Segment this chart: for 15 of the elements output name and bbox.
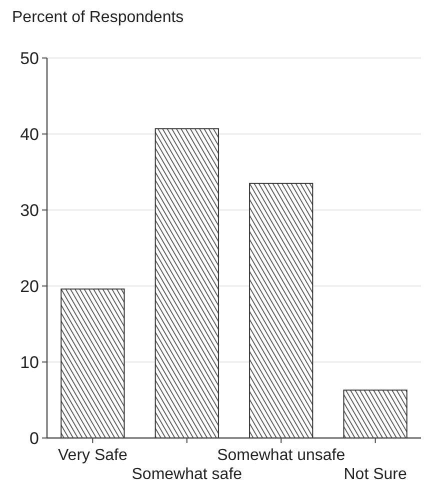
x-tick-label: Somewhat unsafe — [217, 447, 346, 464]
y-tick-label: 30 — [20, 200, 39, 220]
bar — [343, 390, 408, 438]
bar — [249, 182, 314, 438]
y-tick-label: 20 — [20, 276, 39, 296]
y-tick-label: 50 — [20, 48, 39, 68]
y-axis-title: Percent of Respondents — [12, 9, 184, 26]
x-tick-label: Not Sure — [344, 466, 407, 483]
y-tick-label: 40 — [20, 124, 39, 144]
y-tick-label: 0 — [30, 428, 39, 448]
x-tick-label: Very Safe — [58, 447, 128, 464]
y-tick-label: 10 — [20, 352, 39, 372]
bar — [60, 288, 125, 438]
bar — [154, 128, 219, 438]
x-tick-label: Somewhat safe — [132, 466, 242, 483]
